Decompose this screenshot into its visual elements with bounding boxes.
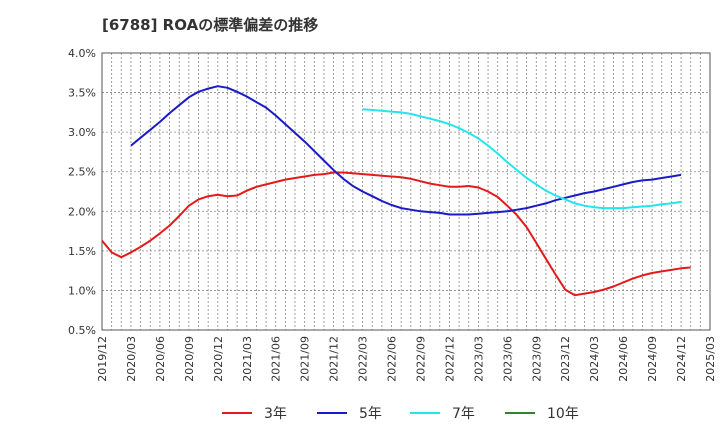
x-tick-label: 2024/09: [646, 336, 659, 382]
y-tick-label: 3.0%: [68, 126, 96, 139]
y-tick-label: 3.5%: [68, 87, 96, 100]
x-tick-label: 2023/06: [501, 336, 514, 382]
x-tick-label: 2022/09: [414, 336, 427, 382]
x-tick-label: 2020/06: [154, 336, 167, 382]
x-tick-label: 2022/06: [386, 336, 399, 382]
x-tick-label: 2023/03: [472, 336, 485, 382]
series-line-0: [101, 171, 691, 297]
x-tick-label: 2020/03: [125, 336, 138, 382]
y-tick-label: 4.0%: [68, 47, 96, 60]
legend-label-3: 10年: [547, 406, 579, 422]
series-line-2: [362, 108, 682, 210]
y-tick-label: 1.5%: [68, 245, 96, 258]
x-tick-label: 2023/09: [530, 336, 543, 382]
x-tick-label: 2021/06: [270, 336, 283, 382]
x-tick-label: 2021/03: [241, 336, 254, 382]
chart-title: [6788] ROAの標準偏差の推移: [102, 16, 319, 34]
y-tick-label: 2.5%: [68, 166, 96, 179]
legend-label-2: 7年: [452, 406, 475, 422]
legend-label-1: 5年: [359, 406, 382, 422]
x-tick-label: 2024/03: [588, 336, 601, 382]
legend-label-0: 3年: [264, 406, 287, 422]
x-tick-label: 2024/06: [617, 336, 630, 382]
plot-frame: [101, 52, 711, 331]
x-tick-label: 2021/12: [328, 336, 341, 382]
x-tick-label: 2022/03: [357, 336, 370, 382]
x-tick-label: 2025/03: [704, 336, 717, 382]
x-tick-label: 2020/12: [212, 336, 225, 382]
x-tick-label: 2021/09: [299, 336, 312, 382]
x-tick-label: 2023/12: [559, 336, 572, 382]
y-tick-label: 2.0%: [68, 205, 96, 218]
x-tick-label: 2020/09: [183, 336, 196, 382]
plot-area: [102, 53, 710, 330]
series-line-1: [130, 85, 682, 216]
x-tick-label: 2024/12: [675, 336, 688, 382]
x-tick-label: 2019/12: [96, 336, 109, 382]
y-tick-label: 0.5%: [68, 324, 96, 337]
y-tick-label: 1.0%: [68, 284, 96, 297]
x-tick-label: 2022/12: [443, 336, 456, 382]
